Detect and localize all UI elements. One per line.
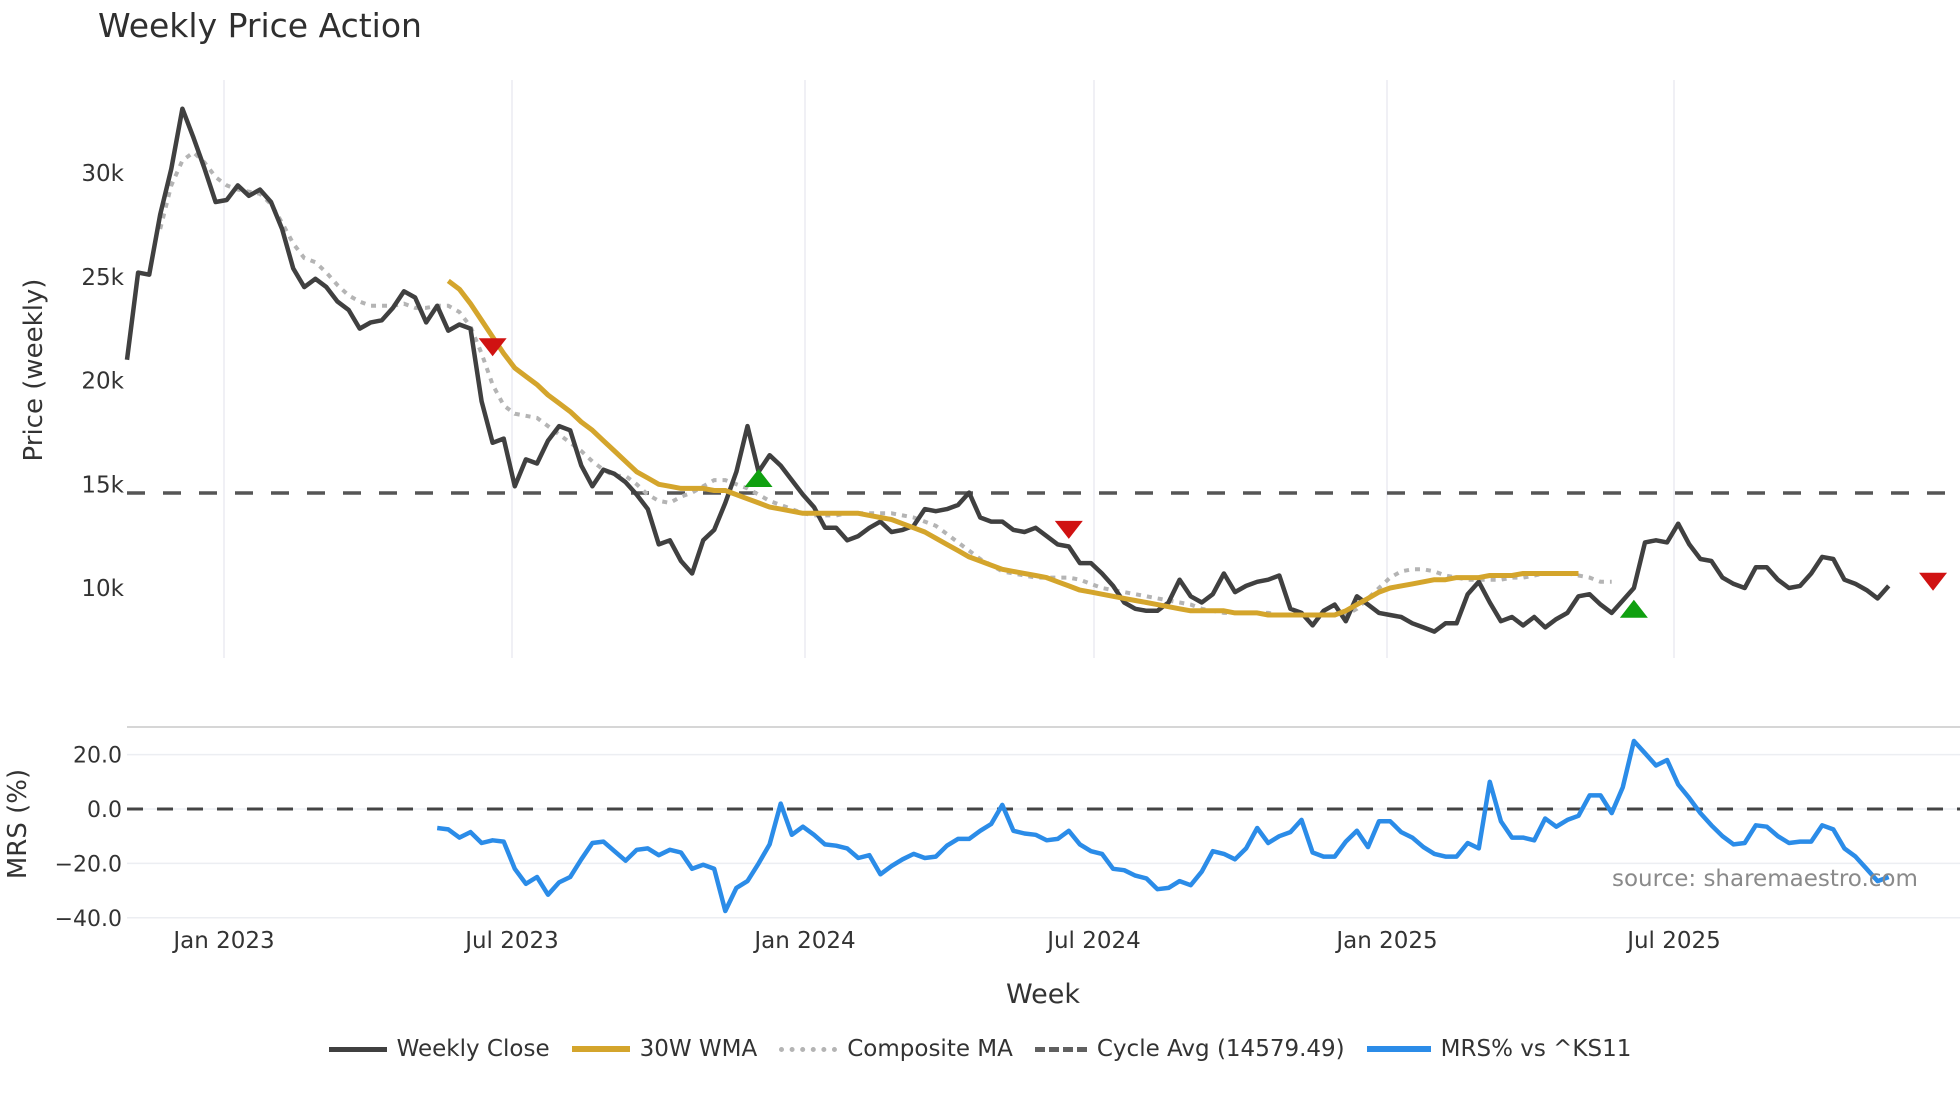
buy-signal-triangle-up-icon xyxy=(1619,599,1648,618)
svg-text:15k: 15k xyxy=(81,472,124,498)
wma-swatch-icon xyxy=(571,1046,630,1052)
x-axis-label: Week xyxy=(1006,979,1080,1010)
legend-label: Weekly Close xyxy=(396,1036,550,1062)
cycle-avg-swatch-icon xyxy=(1034,1046,1087,1052)
sell-signal-triangle-down-icon xyxy=(1919,572,1948,591)
x-axis: Jan 2023 Jul 2023 Jan 2024 Jul 2024 Jan 2025… xyxy=(171,928,1720,954)
legend: Weekly Close 30W WMA Composite MA Cycle … xyxy=(0,1036,1960,1062)
svg-text:30k: 30k xyxy=(81,161,124,187)
svg-text:20k: 20k xyxy=(81,369,124,395)
signal-markers xyxy=(478,338,1948,618)
svg-text:0.0: 0.0 xyxy=(87,798,122,823)
mrs-swatch-icon xyxy=(1366,1046,1431,1052)
source-note: source: sharemaestro.com xyxy=(1612,866,1918,892)
mrs-y-axis-label: MRS (%) xyxy=(3,769,33,879)
composite-ma-swatch-icon xyxy=(779,1046,838,1052)
svg-text:25k: 25k xyxy=(81,265,124,291)
sell-signal-triangle-down-icon xyxy=(1054,520,1083,539)
legend-item-composite-ma[interactable]: Composite MA xyxy=(779,1036,1013,1062)
chart-title: Weekly Price Action xyxy=(98,6,422,45)
mrs-series xyxy=(127,738,1960,914)
weekly-close-swatch-icon xyxy=(328,1046,387,1052)
price-y-axis: 10k 15k 20k 25k 30k xyxy=(81,161,124,602)
legend-item-30w-wma[interactable]: 30W WMA xyxy=(571,1036,758,1062)
price-y-axis-label: Price (weekly) xyxy=(19,279,49,462)
mrs-y-axis: 20.0 0.0 −20.0 −40.0 xyxy=(55,744,122,932)
svg-text:−20.0: −20.0 xyxy=(55,852,122,877)
legend-item-cycle-avg[interactable]: Cycle Avg (14579.49) xyxy=(1034,1036,1345,1062)
price-series xyxy=(124,106,1960,634)
svg-text:Jan 2025: Jan 2025 xyxy=(1334,928,1437,954)
legend-label: MRS% vs ^KS11 xyxy=(1440,1036,1632,1062)
legend-label: Cycle Avg (14579.49) xyxy=(1096,1036,1345,1062)
svg-text:Jan 2023: Jan 2023 xyxy=(171,928,274,954)
svg-text:Jan 2024: Jan 2024 xyxy=(752,928,855,954)
legend-label: Composite MA xyxy=(847,1036,1013,1062)
svg-text:10k: 10k xyxy=(81,576,124,602)
legend-item-weekly-close[interactable]: Weekly Close xyxy=(328,1036,550,1062)
legend-label: 30W WMA xyxy=(639,1036,758,1062)
svg-text:Jul 2025: Jul 2025 xyxy=(1625,928,1721,954)
svg-text:Jul 2024: Jul 2024 xyxy=(1045,928,1141,954)
buy-signal-triangle-up-icon xyxy=(744,469,773,488)
svg-text:Jul 2023: Jul 2023 xyxy=(463,928,559,954)
svg-text:−40.0: −40.0 xyxy=(55,907,122,932)
svg-text:20.0: 20.0 xyxy=(73,744,122,769)
legend-item-mrs[interactable]: MRS% vs ^KS11 xyxy=(1366,1036,1632,1062)
sell-signal-triangle-down-icon xyxy=(478,338,507,357)
